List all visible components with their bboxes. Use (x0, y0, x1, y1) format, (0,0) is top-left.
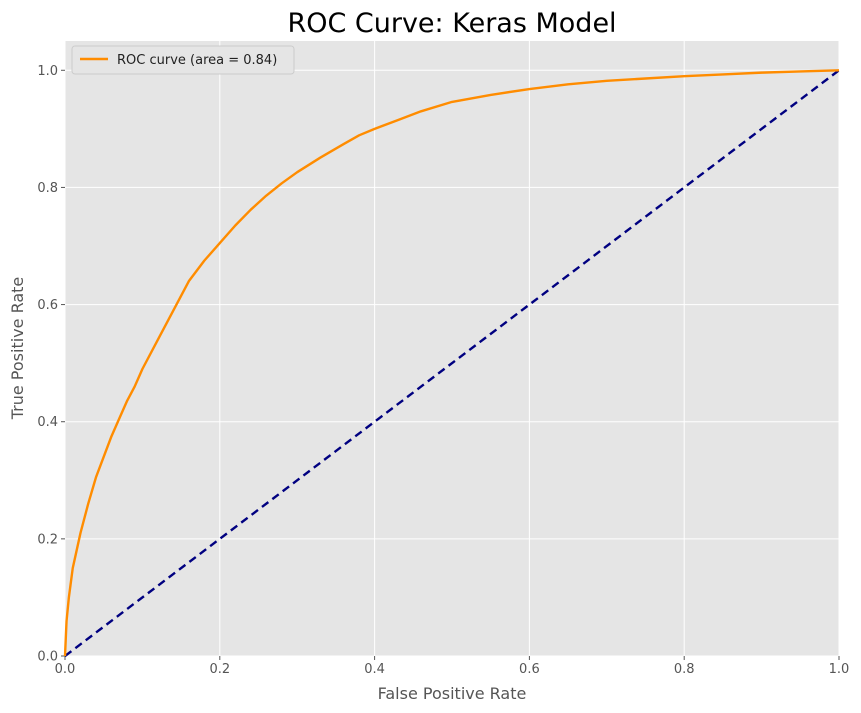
plot-area (65, 41, 839, 656)
y-tick-label: 0.8 (37, 181, 58, 196)
y-tick-label: 0.6 (37, 298, 58, 313)
x-tick-label: 0.8 (674, 662, 695, 677)
x-tick-label: 0.2 (209, 662, 230, 677)
y-axis-label: True Positive Rate (8, 277, 27, 421)
legend-box (71, 45, 295, 75)
roc-curve-line (63, 69, 840, 657)
y-tick-label: 0.0 (37, 650, 58, 665)
x-tick-label: 0.4 (364, 662, 385, 677)
x-tick-label: 0.6 (519, 662, 540, 677)
axis-ticks: 0.0 0.2 0.4 0.6 0.8 1.0 0.0 0.2 0.4 0.6 0.8 1.0 (37, 64, 849, 677)
legend: ROC curve (area = 0.84) (71, 45, 295, 75)
x-tick-label: 1.0 (829, 662, 850, 677)
x-axis-label: False Positive Rate (378, 684, 527, 703)
x-tick-label: 0.0 (55, 662, 76, 677)
chart-title: ROC Curve: Keras Model (287, 8, 616, 39)
y-tick-label: 0.4 (37, 415, 58, 430)
y-tick-label: 0.2 (37, 532, 58, 547)
series-layer (63, 69, 840, 657)
legend-label-roc: ROC curve (area = 0.84) (117, 53, 277, 68)
diagonal-reference-line (64, 69, 840, 657)
y-tick-label: 1.0 (37, 64, 58, 79)
